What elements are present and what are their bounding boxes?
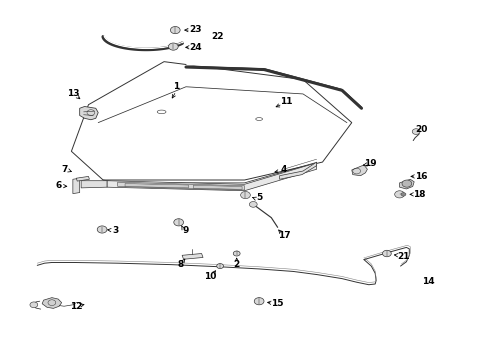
Text: 18: 18 (412, 190, 425, 199)
Text: 19: 19 (363, 159, 376, 168)
Text: 23: 23 (189, 25, 202, 34)
Circle shape (97, 226, 107, 233)
Text: 10: 10 (204, 272, 216, 281)
Text: 8: 8 (178, 260, 184, 269)
Text: 9: 9 (183, 226, 189, 235)
Text: 24: 24 (189, 43, 202, 52)
Circle shape (168, 43, 178, 50)
Text: 20: 20 (414, 125, 427, 134)
Text: 4: 4 (280, 165, 286, 174)
Circle shape (249, 202, 257, 207)
Circle shape (170, 27, 180, 34)
Text: 6: 6 (55, 181, 61, 190)
Text: 2: 2 (233, 260, 239, 269)
Text: 17: 17 (278, 231, 290, 240)
Polygon shape (42, 298, 61, 309)
Circle shape (216, 264, 223, 269)
Polygon shape (279, 162, 316, 179)
Text: 5: 5 (256, 193, 262, 202)
Circle shape (400, 193, 405, 196)
Text: 15: 15 (271, 299, 284, 308)
Text: 1: 1 (173, 82, 179, 91)
Polygon shape (73, 178, 80, 194)
Circle shape (233, 251, 240, 256)
Polygon shape (76, 176, 89, 181)
Circle shape (240, 192, 250, 199)
Text: 22: 22 (211, 32, 224, 41)
Text: 12: 12 (70, 302, 82, 311)
Circle shape (173, 219, 183, 226)
Circle shape (401, 180, 411, 187)
Circle shape (382, 250, 390, 257)
Polygon shape (125, 184, 188, 188)
Polygon shape (118, 182, 244, 190)
Polygon shape (107, 163, 316, 191)
Text: 13: 13 (66, 89, 79, 98)
Circle shape (30, 302, 38, 308)
Text: 16: 16 (414, 172, 427, 181)
Polygon shape (193, 185, 242, 189)
Polygon shape (399, 179, 413, 189)
Polygon shape (182, 253, 203, 259)
Text: 11: 11 (279, 96, 292, 105)
Circle shape (394, 191, 404, 198)
Polygon shape (81, 181, 107, 188)
Circle shape (411, 129, 419, 134)
Circle shape (254, 298, 264, 305)
Text: 21: 21 (396, 252, 409, 261)
Text: 3: 3 (112, 226, 118, 235)
Text: 7: 7 (61, 165, 67, 174)
Text: 14: 14 (422, 276, 434, 285)
Polygon shape (80, 107, 98, 120)
Polygon shape (351, 165, 366, 176)
